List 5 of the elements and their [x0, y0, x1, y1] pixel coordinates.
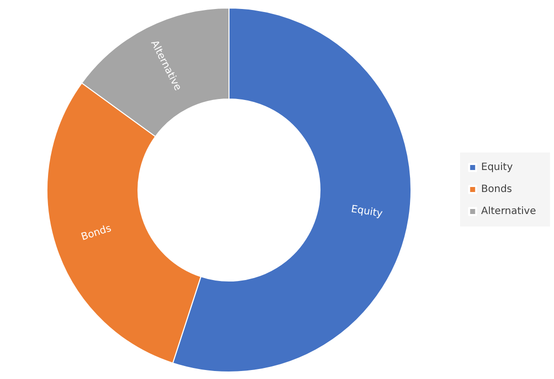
slice-label: Equity [350, 204, 384, 220]
legend-label: Equity [481, 162, 513, 173]
slice-label: Bonds [80, 223, 113, 244]
legend-label: Bonds [481, 184, 512, 195]
legend-label: Alternative [481, 206, 536, 217]
